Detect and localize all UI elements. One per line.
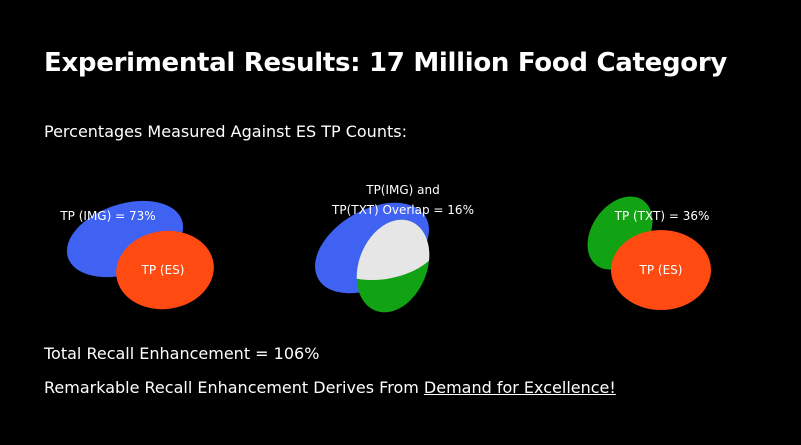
venn-diagrams: TP (IMG) = 73% TP (ES) TP(IMG) and TP(TX… bbox=[59, 183, 711, 313]
demand-for-excellence-link[interactable]: Demand for Excellence! bbox=[423, 378, 616, 397]
slide-title: Experimental Results: 17 Million Food Ca… bbox=[44, 48, 727, 78]
es-label: TP (ES) bbox=[639, 263, 683, 277]
es-ellipse bbox=[611, 230, 711, 310]
slide-subtitle: Percentages Measured Against ES TP Count… bbox=[44, 122, 407, 141]
conclusion-line: Remarkable Recall Enhancement Derives Fr… bbox=[44, 378, 616, 397]
es-label: TP (ES) bbox=[141, 263, 185, 277]
venn-img-es: TP (IMG) = 73% TP (ES) bbox=[59, 200, 214, 310]
venn-img-txt: TP(IMG) and TP(TXT) Overlap = 16% bbox=[315, 183, 474, 313]
conclusion-prefix: Remarkable Recall Enhancement Derives Fr… bbox=[44, 378, 424, 397]
overlap-region bbox=[356, 219, 430, 288]
overlap-label-line2: TP(TXT) Overlap = 16% bbox=[331, 203, 474, 217]
venn-txt-es: TP (TXT) = 36% TP (ES) bbox=[587, 196, 711, 310]
overlap-label-line1: TP(IMG) and bbox=[365, 183, 440, 197]
es-ellipse bbox=[116, 230, 214, 310]
txt-label: TP (TXT) = 36% bbox=[614, 209, 710, 223]
img-label: TP (IMG) = 73% bbox=[59, 209, 155, 223]
total-recall-summary: Total Recall Enhancement = 106% bbox=[44, 344, 320, 363]
